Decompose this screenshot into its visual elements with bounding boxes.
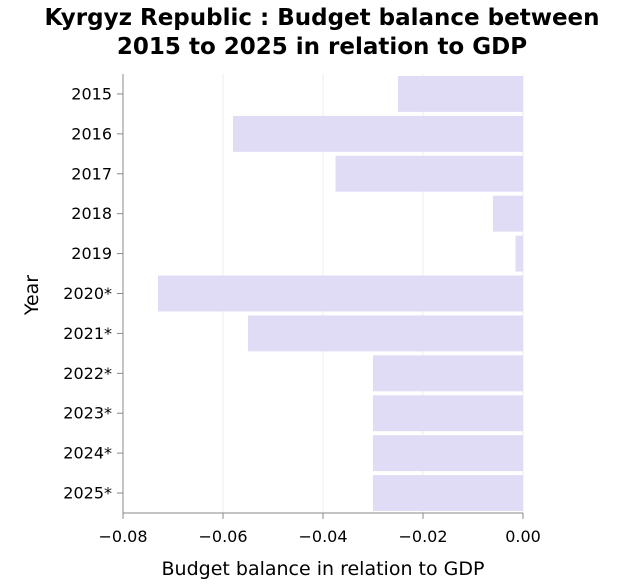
bar-2018 [493, 195, 523, 232]
bar-2022-projected [373, 355, 523, 392]
chart-title-line-1: Kyrgyz Republic : Budget balance between [44, 5, 600, 31]
bar-2021-projected [248, 315, 523, 352]
y-tick-label-8: 2023* [63, 404, 112, 423]
x-tick-label-1: −0.06 [198, 527, 247, 546]
x-tick-label-0: −0.08 [98, 527, 147, 546]
chart-title-line-2: 2015 to 2025 in relation to GDP [116, 34, 528, 60]
y-tick-label-0: 2015 [71, 84, 112, 103]
x-tick-label-2: −0.04 [298, 527, 347, 546]
x-tick-label-4: 0.00 [505, 527, 541, 546]
x-tick-label-3: −0.02 [398, 527, 447, 546]
bar-2023-projected [373, 395, 523, 432]
y-tick-label-10: 2025* [63, 484, 112, 503]
y-tick-label-2: 2017 [71, 164, 112, 183]
y-tick-label-7: 2022* [63, 364, 112, 383]
x-axis-title: Budget balance in relation to GDP [162, 558, 485, 580]
y-tick-label-9: 2024* [63, 444, 112, 463]
bar-2024-projected [373, 435, 523, 472]
bar-2020-projected [158, 275, 523, 312]
y-tick-label-1: 2016 [71, 124, 112, 143]
axis-layer: 2015 2016 2017 2018 2019 2020* 2021* 2022* 2023*… [63, 74, 541, 546]
y-tick-label-3: 2018 [71, 204, 112, 223]
y-axis-title: Year [21, 275, 43, 316]
bar-layer [158, 75, 523, 512]
bar-2019 [515, 235, 523, 272]
bar-2016 [233, 115, 523, 152]
bar-2025-projected [373, 475, 523, 512]
bar-2017 [335, 155, 523, 192]
bar-2015 [398, 75, 523, 112]
y-tick-label-4: 2019 [71, 244, 112, 263]
chart-title: Kyrgyz Republic : Budget balance between… [0, 4, 644, 62]
y-tick-label-5: 2020* [63, 284, 112, 303]
y-tick-label-6: 2021* [63, 324, 112, 343]
